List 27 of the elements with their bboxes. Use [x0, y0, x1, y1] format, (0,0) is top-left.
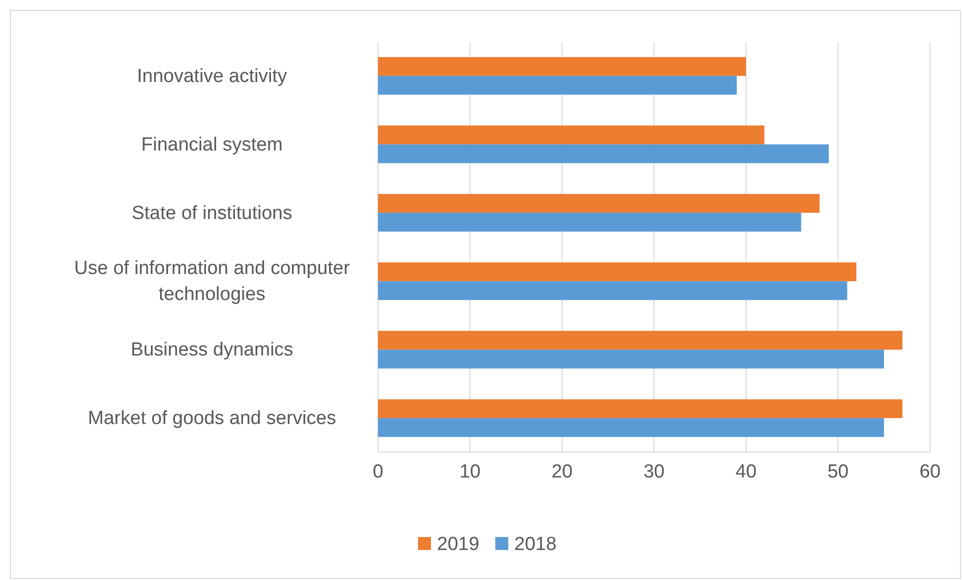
y-tick-label: State of institutions: [132, 202, 292, 224]
x-tick-label: 30: [643, 461, 665, 482]
bar: [378, 126, 764, 144]
legend-label: 2019: [437, 534, 480, 555]
bar: [378, 281, 848, 300]
bar: [378, 194, 820, 213]
bar: [378, 76, 737, 95]
bar: [378, 212, 802, 232]
bar: [378, 418, 884, 437]
bar: [378, 144, 829, 164]
y-tick-label: Innovative activity: [137, 66, 288, 87]
x-tick-label: 10: [459, 461, 481, 482]
bar: [378, 262, 856, 282]
bar: [378, 330, 902, 350]
y-tick-label: Use of information and computer technologies: [74, 258, 350, 306]
legend-label: 2018: [514, 534, 557, 555]
y-tick-label: Financial system: [141, 134, 283, 156]
x-tick-label: 40: [735, 461, 757, 482]
x-tick-label: 50: [827, 461, 849, 482]
x-tick-label: 0: [372, 461, 384, 482]
x-tick-label: 60: [919, 461, 941, 482]
y-tick-label: Market of goods and services: [88, 408, 336, 430]
bar: [378, 350, 884, 368]
bar: [378, 399, 902, 418]
x-tick-label: 20: [551, 461, 573, 482]
y-tick-label: Business dynamics: [130, 340, 294, 361]
bar: [378, 57, 746, 76]
